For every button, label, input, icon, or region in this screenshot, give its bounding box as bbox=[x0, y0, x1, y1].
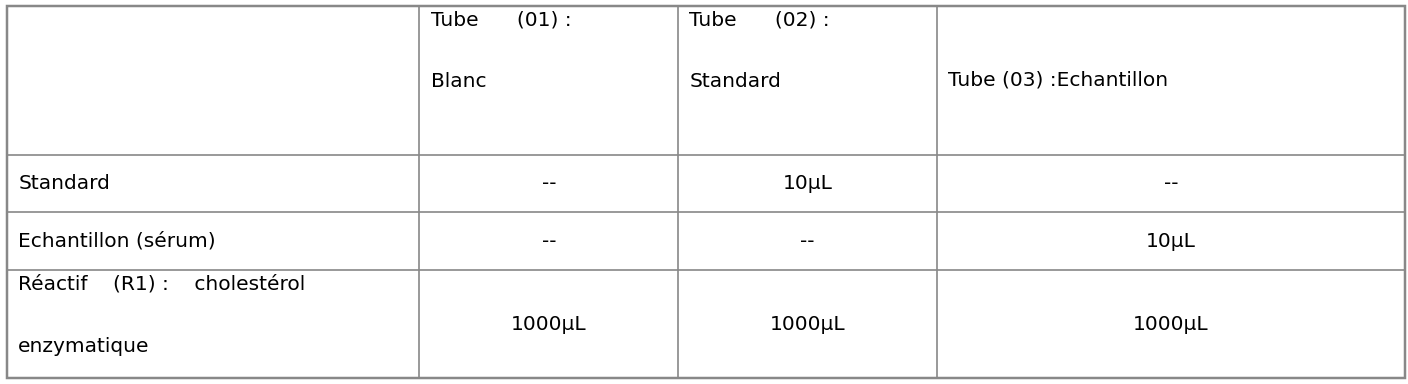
Text: Tube      (02) :

Standard: Tube (02) : Standard bbox=[690, 10, 831, 91]
Text: --: -- bbox=[542, 232, 556, 251]
Text: Echantillon (sérum): Echantillon (sérum) bbox=[18, 232, 215, 251]
Text: --: -- bbox=[800, 232, 815, 251]
Text: 1000μL: 1000μL bbox=[770, 315, 845, 334]
Text: 1000μL: 1000μL bbox=[1133, 315, 1209, 334]
Text: --: -- bbox=[542, 174, 556, 193]
Text: Tube      (01) :

Blanc: Tube (01) : Blanc bbox=[431, 10, 572, 91]
Text: --: -- bbox=[1164, 174, 1178, 193]
Text: Tube (03) :Echantillon: Tube (03) :Echantillon bbox=[948, 71, 1169, 90]
Text: Réactif    (R1) :    cholestérol

enzymatique: Réactif (R1) : cholestérol enzymatique bbox=[18, 275, 306, 356]
Text: 10μL: 10μL bbox=[1146, 232, 1195, 251]
Text: 1000μL: 1000μL bbox=[511, 315, 587, 334]
Text: Standard: Standard bbox=[18, 174, 110, 193]
Text: 10μL: 10μL bbox=[783, 174, 832, 193]
